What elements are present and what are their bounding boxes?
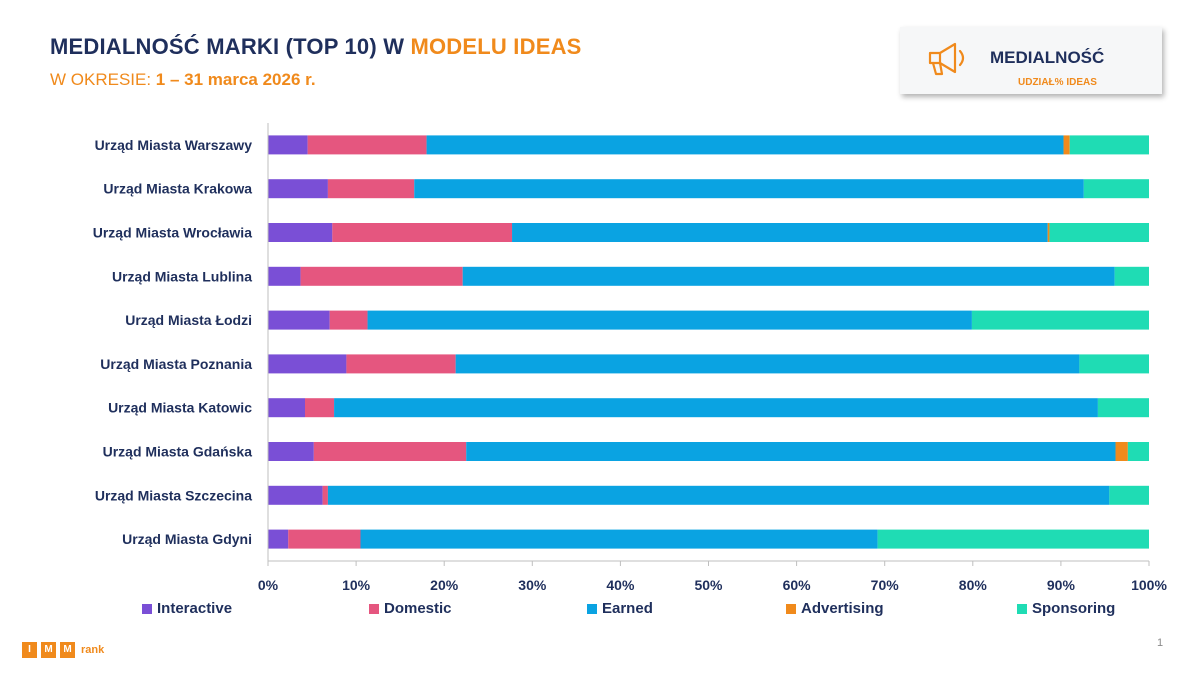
legend-label: Advertising (801, 600, 884, 617)
bar-segment-sponsoring (1097, 398, 1149, 418)
x-tick-label: 10% (342, 577, 371, 593)
logo-word: rank (81, 644, 105, 656)
bar-segment-earned (327, 485, 1110, 505)
bar-segment-earned (426, 135, 1064, 155)
bar-segment-interactive (268, 223, 333, 242)
bar-segment-advertising (1063, 135, 1070, 155)
bar-segment-sponsoring (1069, 135, 1149, 155)
badge-subtitle: UDZIAŁ% IDEAS (1018, 77, 1097, 88)
bar-segment-interactive (268, 179, 328, 199)
legend-swatch (369, 603, 379, 614)
bar-segment-earned (360, 529, 878, 549)
stacked-bar-chart: Urząd Miasta Warszawy Urząd Miasta Krakow… (93, 123, 1167, 593)
category-label: Urząd Miasta Katowic (108, 400, 252, 416)
bar-segment-domestic (300, 266, 463, 286)
badge-title: MEDIALNOŚĆ (990, 48, 1105, 67)
bar-segment-earned (334, 398, 1098, 418)
bar-segment-domestic (327, 179, 415, 199)
bar-segment-sponsoring (1079, 354, 1149, 374)
page-number: 1 (1157, 637, 1164, 649)
category-label: Urząd Miasta Wrocławia (93, 225, 252, 241)
bar-segment-domestic (329, 310, 368, 330)
x-tick-label: 20% (430, 577, 459, 593)
bar-segment-interactive (268, 310, 330, 330)
bar-segment-earned (367, 310, 972, 330)
page-subtitle: W OKRESIE: 1 – 31 marca 2026 r. (50, 70, 316, 90)
bar-segment-domestic (322, 485, 328, 505)
bar-segment-domestic (332, 223, 513, 242)
legend-label: Sponsoring (1032, 600, 1116, 617)
bar-segment-domestic (346, 354, 456, 374)
page-title: MEDIALNOŚĆ MARKI (TOP 10) W MODELU IDEAS (50, 34, 582, 60)
category-label: Urząd Miasta Gdyni (122, 531, 252, 547)
logo-letter: I (22, 642, 37, 658)
x-tick-label: 100% (1131, 577, 1167, 593)
x-tick-label: 90% (1047, 577, 1076, 593)
bar-segment-earned (512, 223, 1048, 242)
imm-rank-logo: I M M rank (22, 642, 104, 658)
x-tick-label: 80% (959, 577, 988, 593)
legend-item-interactive: Interactive (142, 600, 232, 617)
x-tick-label: 0% (258, 577, 279, 593)
legend-swatch (587, 603, 597, 614)
legend-item-advertising: Advertising (786, 600, 884, 617)
bar-segment-interactive (268, 135, 308, 155)
legend-label: Interactive (157, 600, 233, 617)
bar-segment-interactive (268, 442, 314, 461)
legend-item-domestic: Domestic (369, 600, 452, 617)
subtitle-period: 1 – 31 marca 2026 r. (155, 70, 316, 89)
bar-segment-domestic (288, 529, 361, 549)
x-tick-label: 30% (518, 577, 547, 593)
bar-segment-domestic (305, 398, 335, 418)
category-label: Urząd Miasta Gdańska (103, 444, 253, 460)
category-label: Urząd Miasta Łodzi (125, 312, 252, 328)
bar-segment-sponsoring (1109, 485, 1149, 505)
x-tick-label: 60% (783, 577, 812, 593)
legend-swatch (786, 603, 796, 614)
bar-segment-earned (455, 354, 1080, 374)
subtitle-prefix: W OKRESIE: (50, 70, 156, 89)
bar-segment-sponsoring (1127, 442, 1149, 461)
title-highlight: MODELU IDEAS (410, 34, 582, 59)
legend-item-earned: Earned (587, 600, 653, 617)
category-label: Urząd Miasta Poznania (100, 356, 252, 372)
bar-segment-sponsoring (1049, 223, 1149, 242)
metric-badge: MEDIALNOŚĆ UDZIAŁ% IDEAS (900, 27, 1162, 94)
bar-segment-sponsoring (971, 310, 1149, 330)
chart-legend: Interactive Domestic Earned Advertising Spon… (0, 600, 1200, 620)
logo-letter: M (41, 642, 56, 658)
bar-segment-earned (466, 442, 1116, 461)
title-main: MEDIALNOŚĆ MARKI (TOP 10) W (50, 34, 411, 59)
bar-segment-sponsoring (1114, 266, 1149, 286)
legend-swatch (142, 603, 152, 614)
bar-segment-earned (462, 266, 1115, 286)
legend-item-sponsoring: Sponsoring (1017, 600, 1115, 617)
bar-segment-interactive (268, 485, 323, 505)
bar-segment-domestic (313, 442, 467, 461)
bar-segment-interactive (268, 529, 289, 549)
bar-segment-interactive (268, 354, 347, 374)
bar-segment-interactive (268, 266, 301, 286)
legend-label: Domestic (384, 600, 452, 617)
bar-segment-domestic (307, 135, 427, 155)
category-label: Urząd Miasta Lublina (112, 268, 252, 284)
category-label: Urząd Miasta Warszawy (95, 137, 253, 153)
bar-segment-advertising (1047, 223, 1050, 242)
legend-swatch (1017, 603, 1027, 614)
x-tick-label: 50% (694, 577, 723, 593)
megaphone-icon (924, 36, 970, 87)
bar-segment-advertising (1115, 442, 1128, 461)
x-tick-label: 70% (871, 577, 900, 593)
logo-letter: M (60, 642, 75, 658)
category-label: Urząd Miasta Szczecina (95, 487, 252, 503)
bar-segment-sponsoring (877, 529, 1149, 549)
bar-segment-interactive (268, 398, 306, 418)
category-label: Urząd Miasta Krakowa (103, 181, 252, 197)
bar-segment-earned (414, 179, 1084, 199)
bar-segment-sponsoring (1083, 179, 1149, 199)
x-tick-label: 40% (606, 577, 635, 593)
legend-label: Earned (602, 600, 653, 617)
